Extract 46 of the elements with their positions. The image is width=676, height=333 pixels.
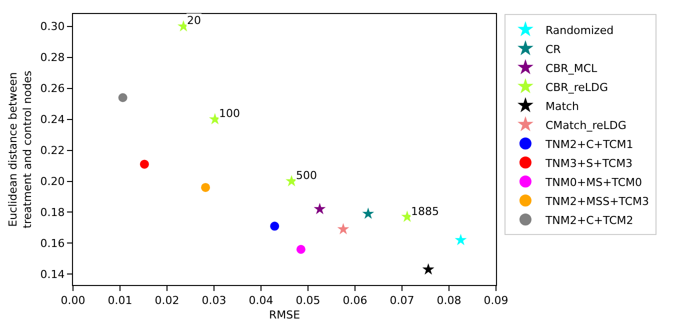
legend-label: CBR_reLDG [545,80,608,94]
x-tick-label: 0.07 [390,294,414,308]
annotation: 1885 [411,205,439,218]
x-tick-label: 0.04 [248,294,274,308]
y-tick-label: 0.28 [40,51,65,64]
annotation: 500 [296,169,317,182]
legend-label: TNM2+C+TCM2 [544,214,634,227]
point [296,244,306,254]
x-tick-label: 0.09 [484,294,508,308]
legend-label: TNM2+C+TCM1 [544,138,634,151]
legend-label: TNM2+MSS+TCM3 [544,194,650,208]
point [118,93,128,102]
y-tick-label: 0.16 [40,237,65,250]
x-tick-label: 0.00 [60,294,86,308]
y-tick-label: 0.14 [40,268,65,282]
x-tick-label: 0.06 [342,294,368,308]
point [270,222,280,231]
y-axis-title: Euclidean distance between treatment and control nodes [6,70,34,228]
point [201,182,210,192]
point [337,222,350,234]
x-tick-label: 0.01 [108,294,132,308]
legend-label: TNM0+MS+TCM0 [544,176,642,189]
x-tick-label: 0.03 [202,294,226,308]
y-tick-label: 0.18 [40,206,65,220]
annotation: 20 [187,14,201,27]
point [140,160,149,169]
x-tick-label: 0.05 [296,294,320,308]
y-tick-label: 0.26 [40,82,65,96]
point [454,234,467,246]
y-tick-label: 0.30 [40,20,65,34]
point [422,263,434,275]
legend-label: Match [545,100,580,113]
x-axis-title: RMSE [268,308,300,322]
y-tick-label: 0.24 [40,113,65,126]
x-tick-label: 0.08 [436,294,462,308]
legend-label: CMatch_reLDG [545,118,626,132]
legend-label: TNM3+S+TCM3 [544,156,633,170]
annotation: 100 [219,107,240,120]
y-tick-label: 0.20 [40,175,65,188]
point [362,207,374,219]
point [314,202,326,214]
legend-label: CBR_MCL [545,62,598,75]
legend-label: CR [545,42,562,56]
x-tick-label: 0.02 [154,294,180,308]
y-tick-label: 0.22 [40,144,65,158]
legend-label: Randomized [545,24,614,37]
